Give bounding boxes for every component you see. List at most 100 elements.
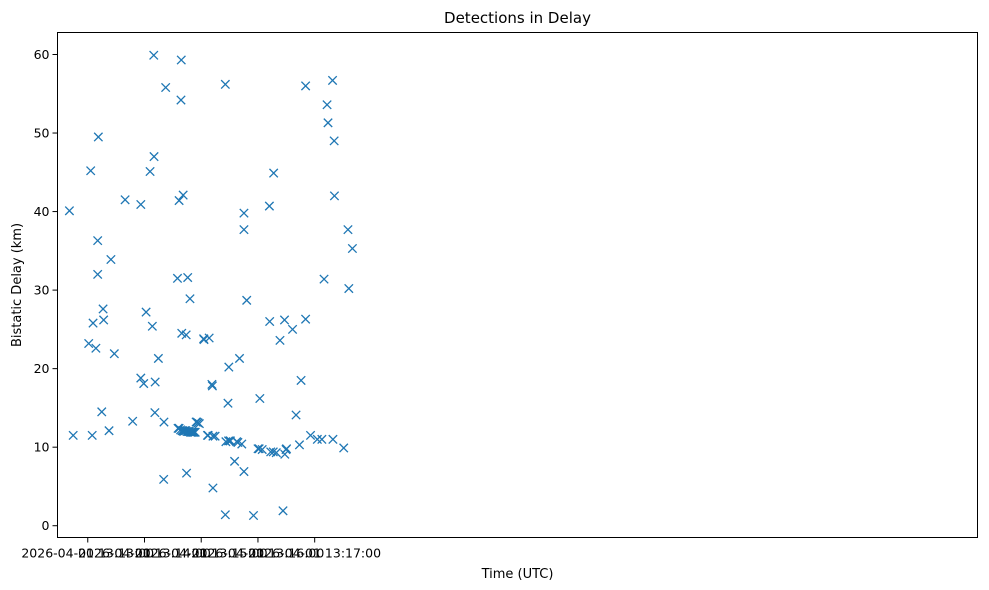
data-point [84,338,94,349]
x-tick-label: 2026-04-01 13:17:00 [248,546,381,561]
data-point [139,378,149,389]
data-point [183,272,193,283]
data-point [317,434,327,444]
data-point [229,456,240,466]
data-point [181,330,191,340]
data-point [300,314,311,324]
data-point [323,118,333,128]
data-point [161,82,171,93]
data-point [339,443,349,453]
data-point [93,132,104,142]
data-point [257,444,267,455]
data-point [187,427,197,437]
data-point [300,81,311,91]
data-point [106,254,116,265]
data-point [159,474,169,485]
data-point [149,50,159,60]
data-point [190,427,200,437]
data-point [109,349,119,359]
data-point [104,426,114,436]
data-point [93,235,103,246]
data-point [223,436,234,446]
data-point [279,315,290,325]
data-point [322,100,332,110]
y-axis-label: Bistatic Delay (km) [10,223,25,347]
x-tick-label: 2026-04-01 13:13:00 [21,546,154,561]
data-point [128,416,138,426]
chart-title: Detections in Delay [444,9,591,27]
data-point [159,417,169,427]
data-point [294,440,305,450]
data-point [64,206,75,216]
data-point [329,136,339,146]
data-point [347,243,358,254]
data-point [153,353,164,364]
data-point [91,343,101,353]
data-point [98,315,109,325]
data-point [305,430,316,441]
data-point [275,335,285,346]
x-tick-label: 2026-04-01 13:14:00 [78,546,211,561]
data-point [281,444,292,454]
data-point [291,410,301,420]
data-point [344,283,354,294]
data-point [120,195,130,205]
y-tick-label: 30 [34,283,50,298]
data-point [136,199,146,210]
data-point [194,418,204,429]
data-point [220,510,230,520]
x-tick-label: 2026-04-01 13:15:00 [135,546,268,561]
data-point [147,321,157,331]
data-point [287,324,298,335]
y-tick-label: 0 [42,518,50,533]
data-point [239,466,249,477]
data-point [327,75,338,86]
data-point [319,274,329,284]
data-point [239,208,249,218]
data-point [268,447,278,457]
data-points [64,50,358,521]
y-tick-label: 50 [34,126,50,141]
data-point [68,430,78,441]
data-point [185,294,195,304]
data-point [88,318,98,328]
data-point [150,377,160,387]
data-point [172,273,183,283]
data-point [254,444,264,454]
data-point [145,166,155,177]
y-tick-label: 20 [34,361,50,376]
data-point [248,510,259,521]
data-point [224,362,234,372]
data-point [268,168,279,178]
data-point [207,381,218,391]
data-point [181,468,192,478]
data-point [207,379,217,390]
data-point [255,393,265,404]
data-point [199,334,209,345]
x-tick-label: 2026-04-01 13:16:00 [192,546,325,561]
data-point [296,375,306,386]
data-point [237,439,247,449]
data-point [150,407,160,418]
data-point [136,373,146,383]
data-point [234,353,245,364]
data-point [265,316,275,327]
data-point [87,430,97,441]
data-point [208,431,218,441]
data-point [176,95,186,105]
data-point [329,191,340,201]
data-point [97,407,107,417]
data-point [98,304,108,314]
data-point [271,448,281,458]
data-point [93,269,103,280]
data-point [343,224,353,235]
data-point [141,307,151,317]
data-point [220,79,230,89]
data-point [239,224,249,235]
data-point [208,483,218,493]
data-point [86,166,96,176]
data-point [278,506,288,516]
